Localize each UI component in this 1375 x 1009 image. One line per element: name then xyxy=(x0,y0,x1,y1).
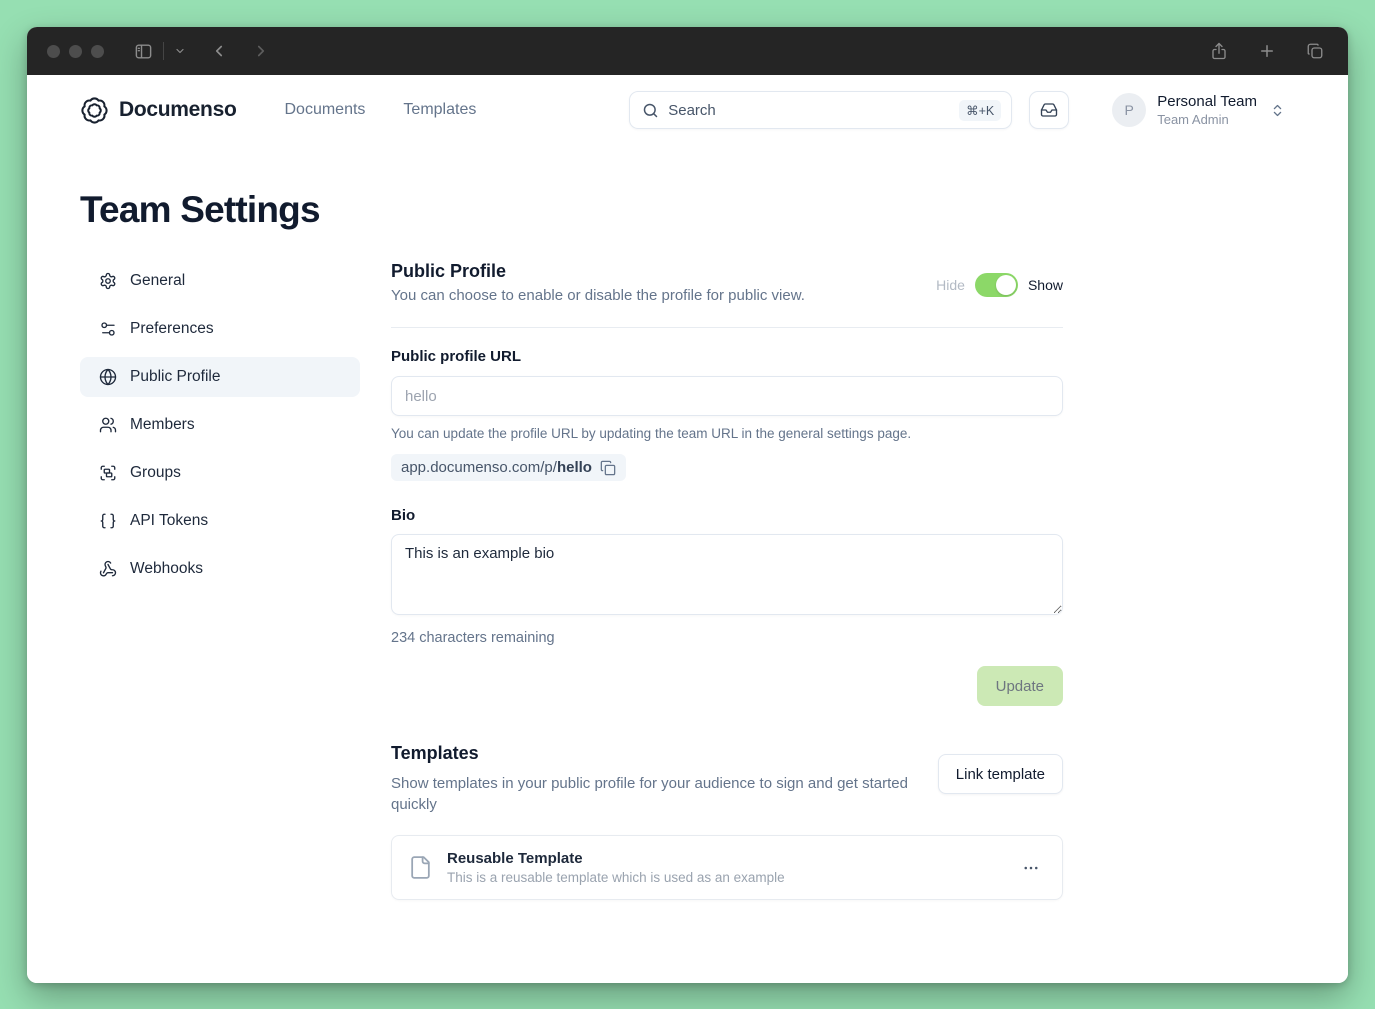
main-nav: Documents Templates xyxy=(285,101,477,119)
link-template-button[interactable]: Link template xyxy=(937,754,1063,794)
group-icon xyxy=(99,464,117,482)
tab-overview-icon[interactable] xyxy=(1302,38,1328,64)
documenso-logo-icon xyxy=(80,96,109,125)
team-role: Team Admin xyxy=(1157,111,1229,127)
search-icon xyxy=(642,102,659,119)
templates-section: Templates Show templates in your public … xyxy=(391,743,1063,900)
bio-textarea[interactable]: This is an example bio xyxy=(391,534,1063,615)
sidebar-item-members[interactable]: Members xyxy=(80,405,360,445)
webhook-icon xyxy=(99,560,117,578)
nav-documents[interactable]: Documents xyxy=(284,101,366,118)
app-header: Documenso Documents Templates ⌘+K P xyxy=(27,75,1348,145)
toggle-hide-label: Hide xyxy=(936,277,965,293)
settings-main: Public Profile Hide Show You can choose … xyxy=(391,261,1063,900)
sidebar-item-api-tokens[interactable]: API Tokens xyxy=(80,501,360,541)
templates-heading: Templates xyxy=(391,743,479,763)
avatar: P xyxy=(1112,93,1147,127)
sidebar-item-preferences[interactable]: Preferences xyxy=(80,309,360,349)
sidebar-item-label: Preferences xyxy=(130,320,214,337)
inbox-button[interactable] xyxy=(1029,91,1070,129)
search-bar[interactable]: ⌘+K xyxy=(629,91,1013,129)
templates-description: Show templates in your public profile fo… xyxy=(391,775,908,813)
window-close-button[interactable] xyxy=(47,44,60,58)
gear-icon xyxy=(99,272,117,290)
template-description: This is a reusable template which is use… xyxy=(447,870,785,885)
update-button[interactable]: Update xyxy=(976,666,1063,706)
sidebar-toggle-icon[interactable] xyxy=(130,38,157,65)
toggle-show-label: Show xyxy=(1027,277,1063,293)
titlebar-divider xyxy=(163,42,164,60)
url-helper-text: You can update the profile URL by updati… xyxy=(391,426,912,441)
sidebar-item-public-profile[interactable]: Public Profile xyxy=(80,357,360,397)
section-divider xyxy=(391,327,1063,328)
public-profile-heading: Public Profile xyxy=(391,261,507,281)
ellipsis-icon xyxy=(1022,859,1040,877)
braces-icon xyxy=(99,512,117,530)
sidebar-item-label: Webhooks xyxy=(130,560,203,577)
browser-window: Documenso Documents Templates ⌘+K P xyxy=(27,27,1348,983)
public-profile-description: You can choose to enable or disable the … xyxy=(391,287,805,304)
template-title: Reusable Template xyxy=(447,850,583,867)
profile-visibility-switch[interactable] xyxy=(974,273,1018,297)
search-input[interactable] xyxy=(668,101,960,119)
sidebar-item-label: General xyxy=(130,272,186,289)
team-name: Personal Team xyxy=(1157,92,1257,110)
page-body: Team Settings General Preferences xyxy=(27,189,1348,900)
browser-titlebar xyxy=(27,27,1348,75)
new-tab-icon[interactable] xyxy=(1254,38,1280,64)
inbox-icon xyxy=(1040,101,1058,119)
window-minimize-button[interactable] xyxy=(69,44,82,58)
profile-visibility-toggle-group: Hide Show xyxy=(936,273,1063,297)
template-list-item[interactable]: Reusable Template This is a reusable tem… xyxy=(391,835,1063,900)
brand[interactable]: Documenso xyxy=(80,96,237,125)
window-zoom-button[interactable] xyxy=(91,44,104,58)
bio-field-label: Bio xyxy=(391,507,416,524)
template-more-options-button[interactable] xyxy=(1018,855,1044,881)
brand-name: Documenso xyxy=(119,98,237,121)
profile-url-preview: app.documenso.com/p/hello xyxy=(391,454,626,481)
users-icon xyxy=(99,416,117,434)
sidebar-item-label: Groups xyxy=(130,464,181,481)
characters-remaining: 234 characters remaining xyxy=(391,630,555,646)
share-icon[interactable] xyxy=(1206,38,1232,64)
nav-templates[interactable]: Templates xyxy=(403,101,477,118)
sidebar-item-general[interactable]: General xyxy=(80,261,360,301)
switch-knob xyxy=(995,275,1016,295)
globe-icon xyxy=(99,368,117,386)
url-slug: hello xyxy=(556,459,592,476)
forward-button-icon[interactable] xyxy=(248,38,274,64)
chevrons-up-down-icon xyxy=(1270,103,1285,118)
sidebar-chevron-icon[interactable] xyxy=(170,41,190,61)
app-content: Documenso Documents Templates ⌘+K P xyxy=(27,75,1348,983)
settings-sidebar: General Preferences Public Profile xyxy=(80,261,360,900)
traffic-lights xyxy=(47,44,104,58)
url-field-label: Public profile URL xyxy=(391,348,522,365)
back-button-icon[interactable] xyxy=(206,38,232,64)
copy-url-button[interactable] xyxy=(600,460,616,476)
page-title: Team Settings xyxy=(80,189,321,230)
sidebar-item-groups[interactable]: Groups xyxy=(80,453,360,493)
public-profile-url-input[interactable] xyxy=(391,376,1063,416)
copy-icon xyxy=(600,460,616,476)
sliders-icon xyxy=(99,320,117,338)
sidebar-item-label: Members xyxy=(130,416,195,433)
sidebar-item-webhooks[interactable]: Webhooks xyxy=(80,549,360,589)
search-shortcut-badge: ⌘+K xyxy=(959,99,1002,121)
sidebar-item-label: Public Profile xyxy=(130,368,221,385)
sidebar-item-label: API Tokens xyxy=(130,512,209,529)
file-icon xyxy=(408,855,433,880)
url-prefix: app.documenso.com/p/ xyxy=(401,459,557,476)
team-switcher[interactable]: P Personal Team Team Admin xyxy=(1112,93,1285,128)
